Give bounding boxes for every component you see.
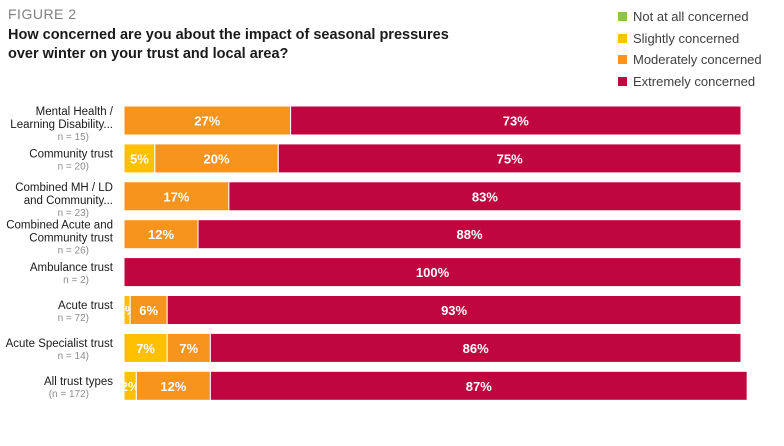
legend-label: Not at all concerned bbox=[633, 9, 749, 25]
category-label: Acute Specialist trust bbox=[6, 338, 114, 350]
bar-segment bbox=[228, 181, 742, 212]
bar-segment bbox=[123, 257, 742, 288]
data-label: 12% bbox=[148, 227, 174, 242]
n-label: n = 72) bbox=[58, 313, 89, 324]
legend-swatch bbox=[618, 12, 627, 22]
legend-label: Slightly concerned bbox=[633, 30, 740, 46]
category-label: Combined Acute and Community trust bbox=[6, 220, 114, 245]
bar-segment bbox=[154, 143, 279, 174]
n-label: n = 26) bbox=[58, 246, 89, 257]
bar-segment bbox=[166, 332, 211, 363]
category-label: Mental Health / Learning Disability... bbox=[10, 106, 113, 131]
legend-item-extremely: Extremely concerned bbox=[618, 71, 762, 93]
data-label: 6% bbox=[139, 303, 158, 318]
n-label: n = 2) bbox=[63, 275, 89, 286]
category-label-line: All trust types bbox=[44, 376, 113, 388]
bar-segment bbox=[197, 219, 742, 250]
bar-segment bbox=[123, 332, 168, 363]
data-label: 87% bbox=[466, 379, 492, 394]
bar-segment bbox=[290, 105, 742, 136]
data-label: 20% bbox=[204, 151, 230, 166]
bar-segment bbox=[123, 181, 230, 212]
category-label-line: Acute trust bbox=[58, 300, 114, 312]
category-label-line: Acute Specialist trust bbox=[6, 338, 114, 350]
bar-segment bbox=[209, 370, 748, 401]
bar-segment bbox=[209, 332, 742, 363]
category-label-line: Mental Health / bbox=[36, 106, 114, 118]
data-label: 12% bbox=[160, 379, 186, 394]
figure-label: FIGURE 2 bbox=[8, 6, 77, 22]
category-label: Combined MH / LD and Community... bbox=[15, 182, 113, 207]
n-label: n = 20) bbox=[58, 161, 89, 172]
data-label: 86% bbox=[463, 341, 489, 356]
legend-label: Extremely concerned bbox=[633, 73, 756, 89]
n-label: n = 14) bbox=[58, 351, 89, 362]
category-label: Ambulance trust bbox=[30, 262, 114, 274]
bar-segment bbox=[135, 370, 211, 401]
data-label: 100% bbox=[416, 265, 450, 280]
n-label: n = 15) bbox=[58, 132, 89, 143]
chart-title: How concerned are you about the impact o… bbox=[8, 27, 449, 62]
legend-swatch bbox=[618, 55, 627, 65]
data-label: 83% bbox=[472, 189, 498, 204]
category-label: Acute trust bbox=[58, 300, 114, 312]
data-label: 2% bbox=[121, 379, 140, 394]
data-label: 5% bbox=[130, 151, 149, 166]
category-label-line: Ambulance trust bbox=[30, 262, 114, 274]
category-label-line: Community trust bbox=[29, 233, 114, 245]
category-label-line: Combined MH / LD bbox=[15, 182, 113, 194]
legend-item-moderately: Moderately concerned bbox=[618, 49, 762, 71]
category-label: Community trust bbox=[29, 148, 114, 160]
data-label: 17% bbox=[163, 189, 189, 204]
legend-label: Moderately concerned bbox=[633, 52, 762, 68]
data-label: 27% bbox=[194, 114, 220, 129]
legend-swatch bbox=[618, 76, 627, 86]
data-label: 7% bbox=[136, 341, 155, 356]
data-label: 93% bbox=[441, 303, 467, 318]
category-label-line: Learning Disability... bbox=[10, 119, 113, 131]
chart-legend: Not at all concerned Slightly concerned … bbox=[618, 6, 762, 92]
bar-segment bbox=[277, 143, 742, 174]
data-label: 88% bbox=[457, 227, 483, 242]
category-label-line: and Community... bbox=[24, 195, 113, 207]
category-label-line: Combined Acute and bbox=[6, 220, 113, 232]
category-label-line: Community trust bbox=[29, 148, 114, 160]
data-label: 7% bbox=[179, 341, 198, 356]
data-label: 73% bbox=[503, 114, 529, 129]
n-label: n = 23) bbox=[58, 208, 89, 219]
data-label: 75% bbox=[497, 151, 523, 166]
legend-item-not-at-all: Not at all concerned bbox=[618, 6, 762, 28]
legend-swatch bbox=[618, 33, 627, 43]
bar-segment bbox=[123, 143, 156, 174]
category-label: All trust types bbox=[44, 376, 113, 388]
legend-item-slightly: Slightly concerned bbox=[618, 28, 762, 50]
bar-segment bbox=[166, 295, 742, 325]
n-label: (n = 172) bbox=[49, 389, 89, 400]
